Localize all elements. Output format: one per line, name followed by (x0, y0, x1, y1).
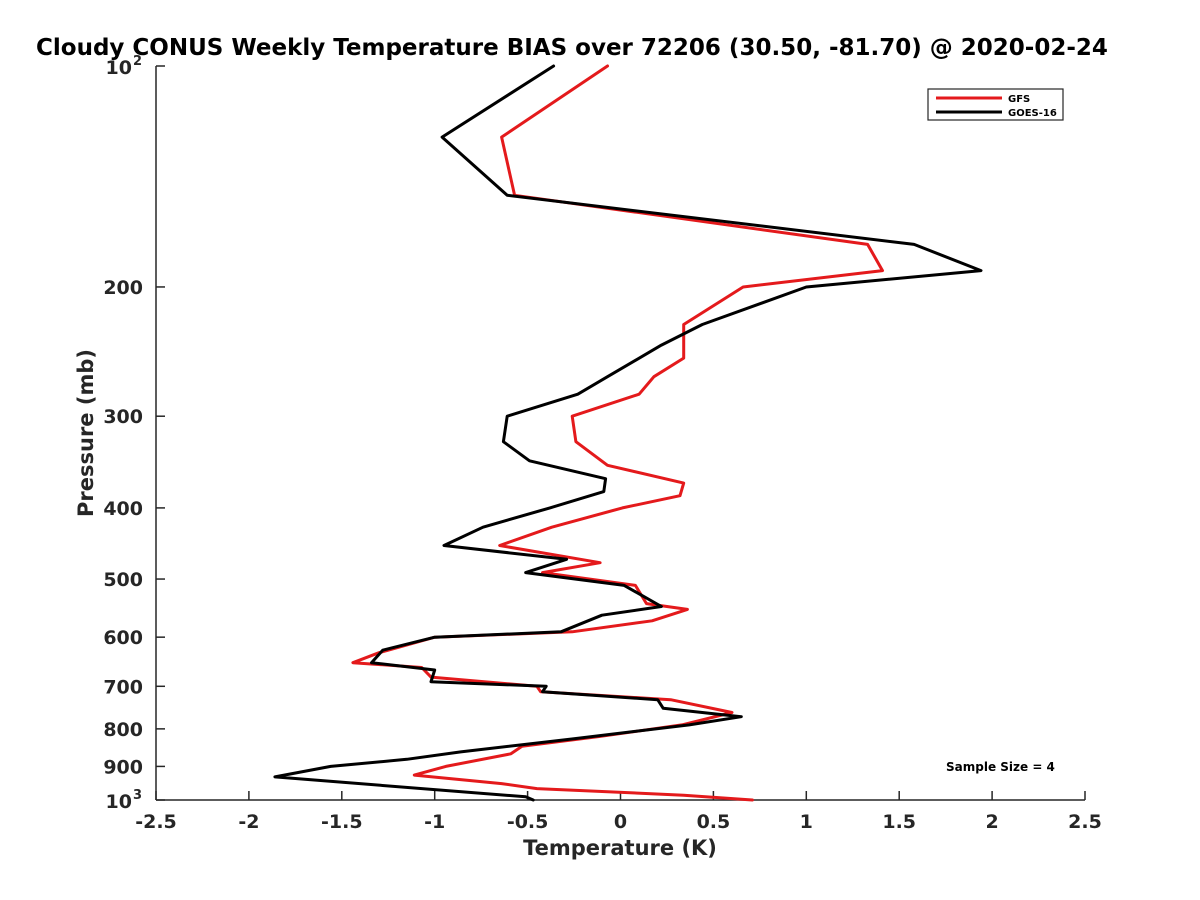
x-axis-label: Temperature (K) (523, 836, 717, 860)
x-tick-label: -2 (238, 811, 259, 833)
y-tick-label: 900 (103, 756, 143, 778)
x-tick-label: -1 (424, 811, 445, 833)
x-tick-label: 0 (614, 811, 627, 833)
legend[interactable]: GFS GOES-16 (927, 88, 1064, 121)
x-tick-label: 0.5 (697, 811, 731, 833)
y-tick-label: 200 (103, 277, 143, 299)
x-tick-label: -0.5 (507, 811, 549, 833)
series-lines (273, 64, 983, 802)
x-tick-label: -1.5 (321, 811, 363, 833)
chart-title: Cloudy CONUS Weekly Temperature BIAS ove… (36, 35, 1108, 61)
legend-label: GOES-16 (1008, 108, 1057, 119)
series-line-goes-16 (273, 64, 983, 802)
legend-items: GFS GOES-16 (936, 94, 1057, 119)
y-tick-exponent: 3 (133, 788, 142, 803)
y-tick-label: 400 (103, 498, 143, 520)
x-tick-label: 1.5 (882, 811, 916, 833)
x-tick-label: -2.5 (135, 811, 177, 833)
y-tick-label: 300 (103, 406, 143, 428)
x-tick-label: 2.5 (1068, 811, 1102, 833)
y-tick-label: 600 (103, 627, 143, 649)
y-axis-label: Pressure (mb) (74, 349, 98, 517)
legend-label: GFS (1008, 94, 1030, 105)
y-tick-base: 10 (106, 57, 132, 79)
y-tick-label: 800 (103, 719, 143, 741)
sample-size-annotation: Sample Size = 4 (946, 760, 1055, 774)
x-tick-label: 1 (800, 811, 813, 833)
y-tick-label-top: 10 (106, 57, 132, 79)
y-tick-base: 10 (106, 791, 132, 813)
x-tick-label: 2 (985, 811, 998, 833)
y-tick-label: 500 (103, 569, 143, 591)
y-tick-exponent: 2 (133, 54, 142, 69)
y-tick-label: 700 (103, 676, 143, 698)
x-ticks: -2.5 -2 -1.5 -1 -0.5 0 0.5 1 1.5 2 2.5 (135, 791, 1102, 833)
y-tick-label-bottom: 10 (106, 791, 132, 813)
legend-box (927, 88, 1064, 121)
